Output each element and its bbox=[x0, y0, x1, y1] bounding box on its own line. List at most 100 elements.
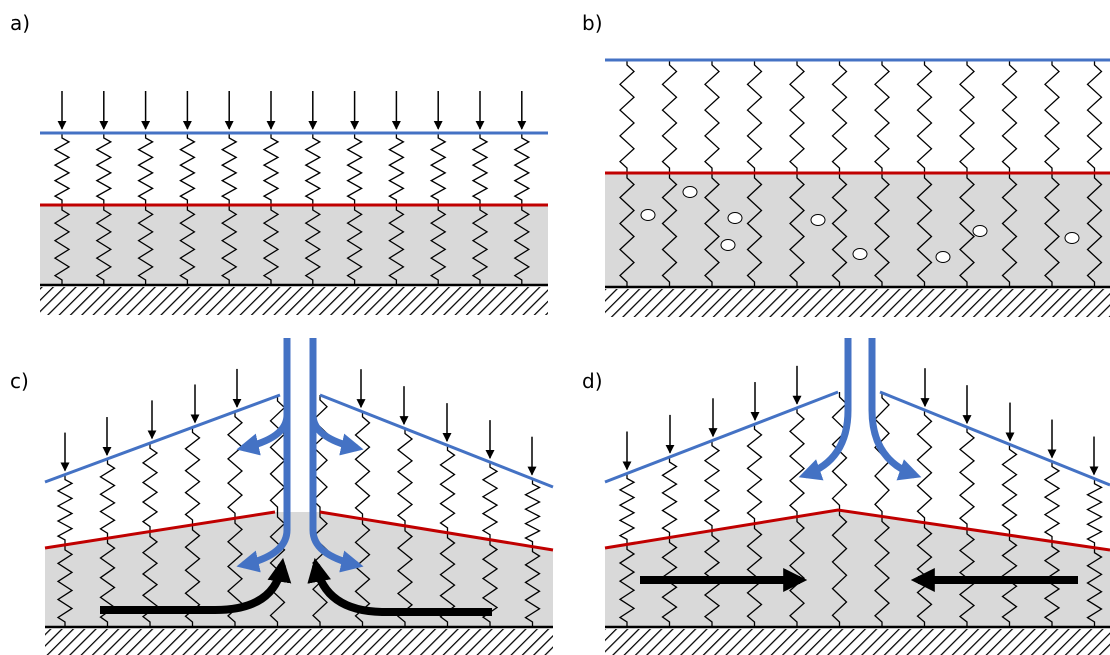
spring bbox=[471, 205, 489, 285]
spring bbox=[746, 60, 763, 173]
spring bbox=[53, 205, 71, 285]
spring bbox=[396, 428, 414, 526]
spring bbox=[354, 518, 371, 627]
flow-arrow bbox=[236, 415, 291, 573]
spring bbox=[1043, 461, 1061, 542]
spring bbox=[513, 133, 531, 205]
hatch bbox=[605, 629, 1110, 655]
bubble bbox=[682, 186, 698, 198]
spring bbox=[831, 510, 848, 627]
spring bbox=[56, 474, 74, 545]
flow-arrow bbox=[236, 338, 291, 456]
spring bbox=[304, 205, 322, 285]
hatch bbox=[45, 629, 553, 655]
spring bbox=[618, 544, 636, 627]
spring bbox=[959, 173, 975, 287]
spring bbox=[269, 395, 286, 512]
spring bbox=[789, 407, 805, 517]
hatch bbox=[605, 289, 1110, 317]
interface bbox=[44, 510, 276, 550]
spring bbox=[746, 173, 763, 287]
spring bbox=[661, 457, 678, 538]
spring bbox=[346, 205, 363, 285]
interface bbox=[604, 508, 1110, 552]
spring bbox=[227, 518, 243, 627]
spring bbox=[179, 133, 196, 205]
spring bbox=[789, 173, 805, 287]
spring bbox=[874, 173, 890, 287]
spring bbox=[1086, 478, 1103, 548]
spring bbox=[789, 60, 805, 173]
spring bbox=[99, 538, 116, 627]
spring bbox=[704, 173, 720, 287]
spring bbox=[262, 205, 280, 285]
spring bbox=[661, 173, 678, 287]
spring bbox=[524, 546, 541, 627]
spring bbox=[916, 60, 933, 173]
spring bbox=[141, 531, 159, 627]
spring bbox=[439, 445, 456, 533]
spring bbox=[618, 473, 636, 545]
bubble bbox=[727, 212, 743, 224]
bubble bbox=[720, 239, 736, 251]
water-table bbox=[44, 393, 281, 484]
spring bbox=[746, 523, 763, 627]
spring bbox=[959, 60, 975, 173]
spring bbox=[704, 60, 720, 173]
water-table bbox=[879, 390, 1110, 487]
spring bbox=[471, 133, 489, 205]
flow-arrow bbox=[309, 415, 364, 573]
spring bbox=[56, 544, 74, 627]
flow-arrow bbox=[309, 338, 364, 456]
spring bbox=[388, 205, 405, 285]
spring bbox=[220, 205, 238, 285]
spring bbox=[95, 133, 113, 205]
spring bbox=[179, 205, 196, 285]
spring bbox=[831, 60, 848, 173]
spring bbox=[220, 133, 238, 205]
water-table bbox=[319, 393, 554, 489]
spring bbox=[916, 173, 933, 287]
bubble bbox=[640, 209, 656, 221]
spring bbox=[304, 133, 322, 205]
bubble bbox=[852, 248, 868, 260]
spring bbox=[354, 411, 371, 519]
hatch bbox=[40, 287, 548, 315]
spring bbox=[1001, 173, 1018, 287]
panel-label: d) bbox=[582, 369, 603, 393]
spring bbox=[1043, 541, 1061, 627]
spring bbox=[1086, 173, 1103, 287]
spring bbox=[1001, 60, 1018, 173]
spring bbox=[388, 133, 405, 205]
spring bbox=[184, 427, 201, 525]
spring bbox=[439, 532, 456, 627]
spring bbox=[481, 539, 499, 627]
spring bbox=[1044, 173, 1060, 287]
spring bbox=[137, 205, 154, 285]
spring bbox=[874, 516, 890, 627]
spring bbox=[184, 524, 201, 627]
flow-arrow bbox=[100, 557, 292, 614]
artwork bbox=[40, 58, 1110, 655]
water-table bbox=[604, 390, 839, 484]
bubble bbox=[935, 251, 951, 263]
spring bbox=[874, 60, 890, 173]
spring bbox=[396, 525, 414, 627]
spring bbox=[429, 133, 447, 205]
spring bbox=[1044, 60, 1060, 173]
spring bbox=[619, 60, 635, 173]
bubble bbox=[810, 214, 826, 226]
spring bbox=[661, 60, 678, 173]
flow-arrow bbox=[798, 338, 852, 481]
panel-label: b) bbox=[582, 11, 603, 35]
panel-label: c) bbox=[10, 369, 29, 393]
spring bbox=[513, 205, 531, 285]
sediment bbox=[45, 512, 553, 627]
spring bbox=[262, 133, 280, 205]
sediment bbox=[40, 205, 548, 285]
flow-arrow bbox=[868, 338, 922, 481]
spring bbox=[429, 205, 447, 285]
spring bbox=[99, 458, 116, 539]
bubble bbox=[1064, 232, 1080, 244]
